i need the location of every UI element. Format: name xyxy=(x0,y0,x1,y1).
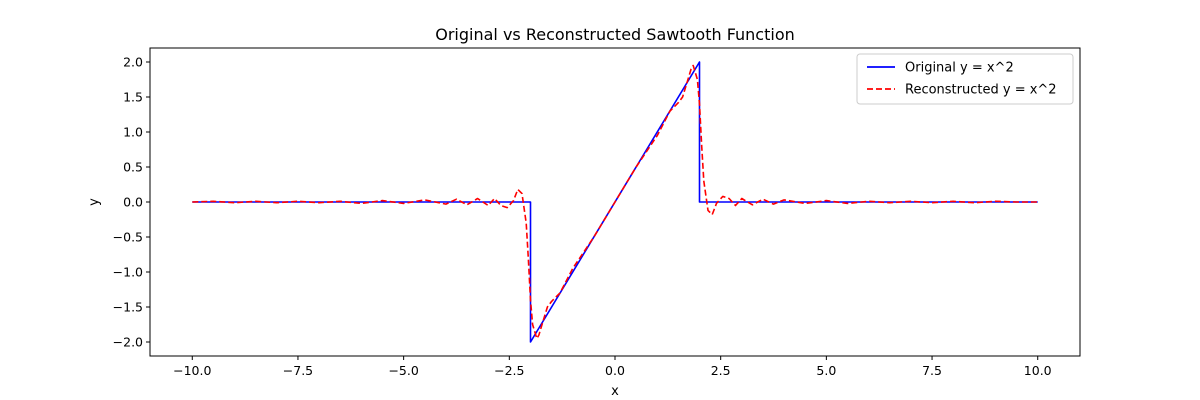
x-tick-label: 7.5 xyxy=(922,363,942,378)
series-layer xyxy=(192,61,1038,343)
legend-label: Reconstructed y = x^2 xyxy=(905,83,1057,98)
y-tick-label: 0.5 xyxy=(123,160,143,175)
x-tick-label: 10.0 xyxy=(1024,363,1052,378)
series-line-reconstructed xyxy=(192,64,1038,340)
y-tick-label: −0.5 xyxy=(113,230,143,245)
legend-box xyxy=(856,53,1074,105)
x-tick-label: −10.0 xyxy=(173,363,211,378)
y-tick-label: −1.5 xyxy=(113,300,143,315)
y-tick-label: 2.0 xyxy=(123,55,143,70)
legend: Original y = x^2 Reconstructed y = x^2 xyxy=(856,53,1074,105)
x-axis-label: x xyxy=(611,384,619,399)
y-tick-label: −2.0 xyxy=(113,335,143,350)
x-tick-label: −7.5 xyxy=(283,363,313,378)
legend-label: Original y = x^2 xyxy=(905,61,1014,76)
x-axis-ticks: −10.0 −7.5 −5.0 −2.5 0.0 2.5 5.0 7.5 10.0 xyxy=(173,356,1052,378)
y-tick-label: −1.0 xyxy=(113,265,143,280)
x-tick-label: −2.5 xyxy=(494,363,524,378)
y-tick-label: 0.0 xyxy=(123,195,143,210)
x-tick-label: 2.5 xyxy=(711,363,731,378)
y-axis-ticks: −2.0 −1.5 −1.0 −0.5 0.0 0.5 1.0 1.5 2.0 xyxy=(113,55,150,350)
y-tick-label: 1.5 xyxy=(123,90,143,105)
x-tick-label: 0.0 xyxy=(605,363,625,378)
chart-title: Original vs Reconstructed Sawtooth Funct… xyxy=(435,25,795,44)
x-tick-label: −5.0 xyxy=(388,363,418,378)
y-tick-label: 1.0 xyxy=(123,125,143,140)
x-tick-label: 5.0 xyxy=(816,363,836,378)
y-axis-label: y xyxy=(87,198,102,206)
